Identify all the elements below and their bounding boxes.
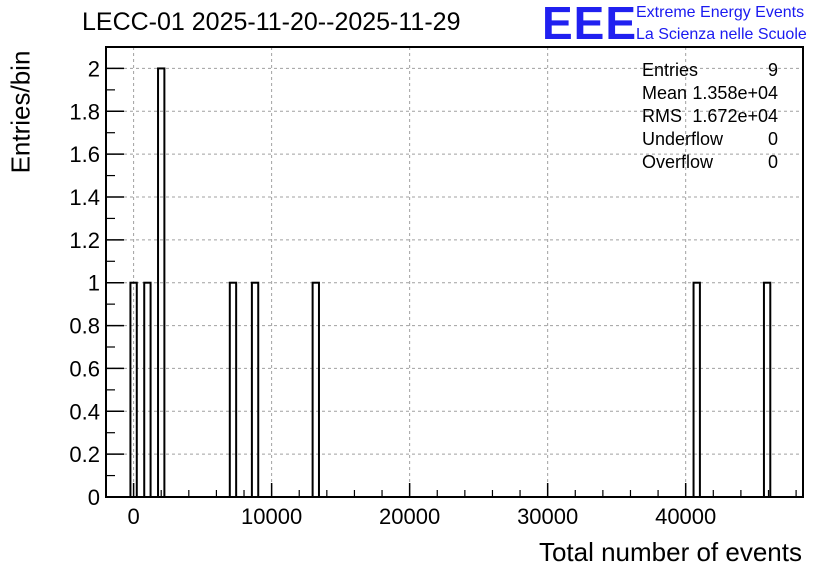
histogram-bar xyxy=(250,281,260,499)
y-tick-label: 0.8 xyxy=(69,314,100,339)
stat-value-rms: 1.672e+04 xyxy=(692,106,778,126)
y-tick-label: 1.4 xyxy=(69,185,100,210)
y-tick-label: 1.6 xyxy=(69,142,100,167)
y-tick-label: 2 xyxy=(88,56,100,81)
y-tick-label: 0.2 xyxy=(69,442,100,467)
histogram-bar xyxy=(762,281,772,499)
stat-value-overflow: 0 xyxy=(767,152,778,172)
chart-title: LECC-01 2025-11-20--2025-11-29 xyxy=(82,8,461,36)
x-axis-label: Total number of events xyxy=(538,537,802,567)
y-tick-label: 1 xyxy=(88,271,100,296)
y-tick-label: 1.8 xyxy=(69,99,100,124)
stat-value-underflow: 0 xyxy=(767,129,778,149)
x-tick-label: 0 xyxy=(127,504,139,529)
y-tick-label: 0.6 xyxy=(69,356,100,381)
histogram-bar xyxy=(228,281,238,499)
y-tick-label: 0.4 xyxy=(69,399,100,424)
eee-logo: EEE xyxy=(542,0,638,49)
stat-label-entries: Entries xyxy=(642,60,699,80)
stat-label-rms: RMS xyxy=(642,106,682,126)
grid xyxy=(106,47,803,497)
logo-line-2: La Scienza nelle Scuole xyxy=(636,26,807,43)
stat-label-underflow: Underflow xyxy=(642,129,724,149)
histogram-bar xyxy=(143,281,152,499)
stat-label-overflow: Overflow xyxy=(642,152,714,172)
y-tick-label: 1.2 xyxy=(69,228,100,253)
stat-label-mean: Mean xyxy=(642,83,688,103)
histogram-bar xyxy=(692,281,701,499)
plot-frame xyxy=(105,46,804,498)
x-tick-label: 40000 xyxy=(655,504,716,529)
logo-line-1: Extreme Energy Events xyxy=(636,4,805,21)
histogram-bar xyxy=(311,281,320,499)
stat-value-entries: 9 xyxy=(767,60,778,80)
stat-value-mean: 1.358e+04 xyxy=(692,83,778,103)
x-tick-label: 30000 xyxy=(517,504,578,529)
x-tick-label: 10000 xyxy=(241,504,302,529)
x-tick-label: 20000 xyxy=(379,504,440,529)
y-tick-label: 0 xyxy=(88,485,100,510)
y-axis-label: Entries/bin xyxy=(5,50,36,174)
tick-labels: 0 0.2 0.4 0.6 0.8 1 1.2 1.4 1.6 1.8 2 0 10000 20000 30… xyxy=(69,56,716,529)
axis-ticks xyxy=(106,67,797,498)
